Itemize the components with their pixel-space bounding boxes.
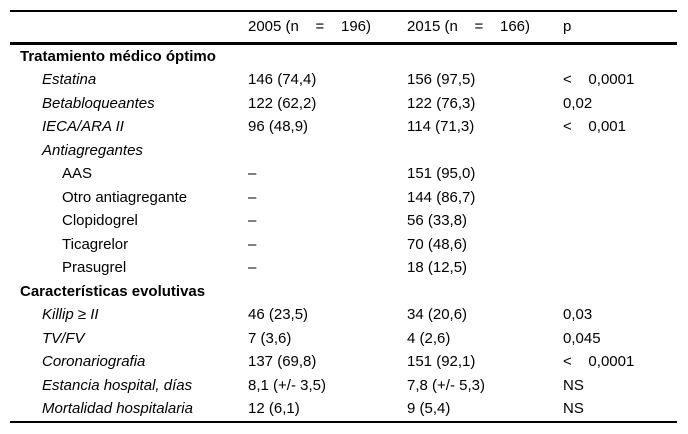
cell-2015: 4 (2,6) [407, 329, 451, 347]
cell-2015: 151 (95,0) [407, 165, 476, 182]
cell-2005: 7 (3,6) [248, 329, 292, 347]
row-label: TV/FV [42, 329, 85, 347]
cell-p: < 0,001 [563, 118, 626, 135]
cell-2015: 144 (86,7) [407, 188, 476, 206]
cell-2015: 7,8 (+/- 5,3) [407, 376, 485, 394]
cell-p [563, 280, 677, 304]
table-row: Betabloqueantes 122 (62,2) 122 (76,3) 0,02 [10, 92, 677, 116]
row-label: Antiagregantes [42, 141, 143, 159]
cell-2015 [407, 280, 563, 304]
row-label: Clopidogrel [62, 212, 138, 229]
row-label: Estatina [42, 71, 97, 88]
table-row: AAS – 151 (95,0) [10, 162, 677, 186]
cell-p [563, 186, 677, 210]
table-header: 2005 (n = 196) 2015 (n = 166) p [10, 11, 677, 43]
cell-2015: 9 (5,4) [407, 400, 451, 417]
table-row: Antiagregantes [10, 139, 677, 163]
row-label: Prasugrel [62, 259, 127, 276]
table-row: Clopidogrel – 56 (33,8) [10, 209, 677, 233]
header-cell-2015: 2015 (n = 166) [407, 18, 530, 35]
cell-2005 [248, 43, 407, 68]
table-row: Tratamiento médico óptimo [10, 43, 677, 68]
table-row: Estancia hospital, días 8,1 (+/- 3,5) 7,8 … [10, 374, 677, 398]
cell-2005: – [248, 212, 257, 229]
cell-2015: 18 (12,5) [407, 259, 468, 276]
comparison-table: 2005 (n = 196) 2015 (n = 166) p Tratamie… [10, 10, 677, 423]
table-row: Mortalidad hospitalaria 12 (6,1) 9 (5,4) NS [10, 397, 677, 422]
row-label: Betabloqueantes [42, 94, 155, 112]
table-row: Ticagrelor – 70 (48,6) [10, 233, 677, 257]
row-label: Características evolutivas [20, 282, 206, 300]
cell-p [563, 139, 677, 163]
row-label: Tratamiento médico óptimo [20, 47, 216, 65]
cell-2015: 122 (76,3) [407, 94, 476, 112]
row-label: Estancia hospital, días [42, 376, 193, 394]
header-cell-p: p [563, 18, 572, 35]
cell-p [563, 209, 677, 233]
cell-p [563, 233, 677, 257]
table-row: Coronariografia 137 (69,8) 151 (92,1) < 0,0… [10, 350, 677, 374]
cell-2005: – [248, 259, 257, 276]
cell-2005: – [248, 165, 257, 182]
cell-2015: 70 (48,6) [407, 235, 468, 253]
row-label: Coronariografia [42, 353, 146, 370]
table-body: Tratamiento médico óptimo Estatina 146 (74… [10, 43, 677, 422]
cell-2015 [407, 139, 563, 163]
cell-2015 [407, 43, 563, 68]
cell-2005: 137 (69,8) [248, 353, 317, 370]
cell-2005 [248, 139, 407, 163]
table-row: Características evolutivas [10, 280, 677, 304]
cell-p: 0,02 [563, 94, 593, 112]
row-label: Mortalidad hospitalaria [42, 400, 193, 417]
cell-2005: 122 (62,2) [248, 94, 317, 112]
header-cell-label [10, 11, 248, 43]
table-row: TV/FV 7 (3,6) 4 (2,6) 0,045 [10, 327, 677, 351]
cell-p [563, 256, 677, 280]
table-row: Otro antiagregante – 144 (86,7) [10, 186, 677, 210]
header-cell-2005: 2005 (n = 196) [248, 18, 371, 35]
cell-p [563, 43, 677, 68]
cell-p: 0,03 [563, 306, 593, 323]
cell-2005: 146 (74,4) [248, 71, 317, 88]
cell-2015: 56 (33,8) [407, 212, 468, 229]
cell-2015: 151 (92,1) [407, 353, 476, 370]
table-row: IECA/ARA II 96 (48,9) 114 (71,3) < 0,001 [10, 115, 677, 139]
cell-p: < 0,0001 [563, 71, 635, 88]
cell-p [563, 162, 677, 186]
cell-p: 0,045 [563, 329, 601, 347]
row-label: AAS [62, 165, 93, 182]
row-label: Otro antiagregante [62, 188, 188, 206]
row-label: Killip ≥ II [42, 306, 99, 323]
cell-2005: 8,1 (+/- 3,5) [248, 376, 326, 394]
cell-2005: – [248, 235, 257, 253]
table-row: Killip ≥ II 46 (23,5) 34 (20,6) 0,03 [10, 303, 677, 327]
header-row: 2005 (n = 196) 2015 (n = 166) p [10, 11, 677, 43]
cell-2005: 12 (6,1) [248, 400, 300, 417]
cell-2005: – [248, 188, 257, 206]
cell-p: NS [563, 400, 584, 417]
cell-2015: 34 (20,6) [407, 306, 468, 323]
cell-2005: 96 (48,9) [248, 118, 309, 135]
row-label: IECA/ARA II [42, 118, 124, 135]
row-label: Ticagrelor [62, 235, 129, 253]
table-row: Estatina 146 (74,4) 156 (97,5) < 0,0001 [10, 68, 677, 92]
cell-p: NS [563, 376, 584, 394]
cell-2015: 114 (71,3) [407, 118, 475, 135]
cell-2015: 156 (97,5) [407, 71, 476, 88]
table-row: Prasugrel – 18 (12,5) [10, 256, 677, 280]
cell-p: < 0,0001 [563, 353, 635, 370]
cell-2005 [248, 280, 407, 304]
cell-2005: 46 (23,5) [248, 306, 309, 323]
